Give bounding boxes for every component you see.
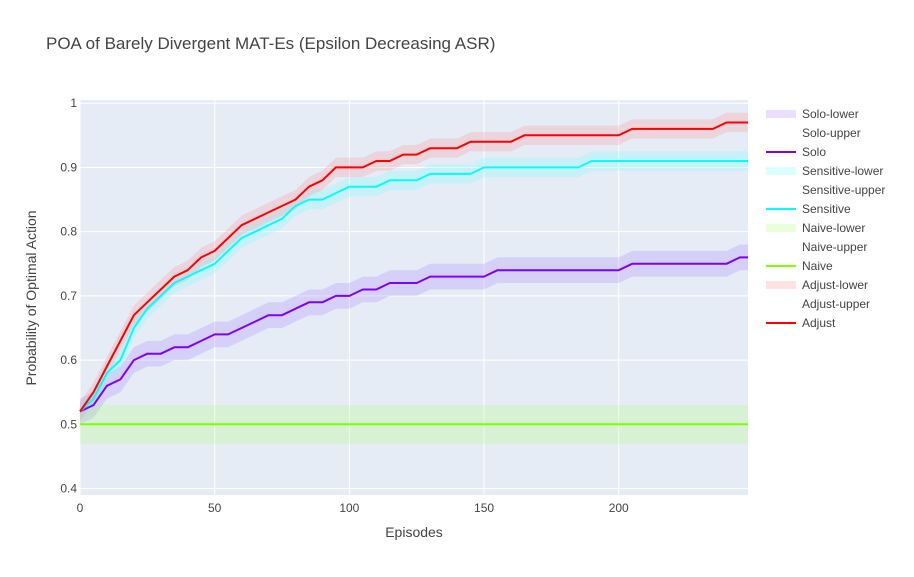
legend-label: Sensitive-lower [802, 164, 883, 178]
legend-item[interactable]: Adjust [766, 316, 836, 330]
legend-item[interactable]: Adjust-lower [766, 278, 868, 292]
legend-swatch [766, 110, 796, 118]
legend-label: Naive [802, 259, 833, 273]
legend-item[interactable]: Sensitive-lower [766, 164, 883, 178]
legend-item[interactable]: Solo-upper [802, 126, 861, 140]
legend-label: Sensitive-upper [802, 183, 885, 197]
legend-label: Sensitive [802, 202, 851, 216]
legend-item[interactable]: Naive [766, 259, 833, 273]
legend-label: Solo-upper [802, 126, 861, 140]
x-tick-label: 100 [339, 501, 359, 515]
legend-label: Adjust-upper [802, 297, 870, 311]
solo-series-line [79, 256, 748, 413]
legend-swatch [766, 167, 796, 175]
plot-background [80, 100, 748, 495]
legend-label: Adjust-lower [802, 278, 868, 292]
legend-swatch [766, 281, 796, 289]
legend-item[interactable]: Solo-lower [766, 107, 859, 121]
x-tick-label: 0 [77, 501, 84, 515]
adjust-series-line [79, 121, 748, 413]
legend-swatch [766, 224, 796, 232]
x-tick-label: 200 [609, 501, 629, 515]
legend-label: Naive-upper [802, 240, 867, 254]
legend-item[interactable]: Solo [766, 145, 826, 159]
x-tick-label: 50 [208, 501, 222, 515]
x-tick-label: 150 [474, 501, 494, 515]
y-tick-label: 0.8 [60, 225, 77, 239]
legend-item[interactable]: Naive-lower [766, 221, 865, 235]
y-tick-label: 0.6 [60, 353, 77, 367]
legend-label: Adjust [802, 316, 836, 330]
y-axis-title: Probability of Optimal Action [23, 210, 39, 385]
legend-label: Solo-lower [802, 107, 859, 121]
legend-item[interactable]: Naive-upper [802, 240, 867, 254]
y-tick-label: 0.5 [60, 417, 77, 431]
y-tick-label: 0.9 [60, 160, 77, 174]
legend-item[interactable]: Adjust-upper [802, 297, 870, 311]
legend-item[interactable]: Sensitive [766, 202, 851, 216]
legend[interactable]: Solo-lower Solo-upper Solo Sensitive-lower S… [766, 107, 885, 330]
y-tick-label: 0.4 [60, 482, 77, 496]
legend-item[interactable]: Sensitive-upper [802, 183, 885, 197]
y-axis-ticks: 0.4 0.5 0.6 0.7 0.8 0.9 1 [60, 96, 77, 495]
y-tick-label: 1 [70, 96, 77, 110]
series-lines [79, 121, 748, 426]
chart-title: POA of Barely Divergent MAT-Es (Epsilon … [46, 34, 496, 53]
x-axis-ticks: 0 50 100 150 200 [77, 501, 629, 515]
legend-label: Solo [802, 145, 826, 159]
legend-label: Naive-lower [802, 221, 865, 235]
sensitive-series-line [79, 160, 748, 413]
x-axis-title: Episodes [385, 524, 443, 540]
y-tick-label: 0.7 [60, 289, 77, 303]
